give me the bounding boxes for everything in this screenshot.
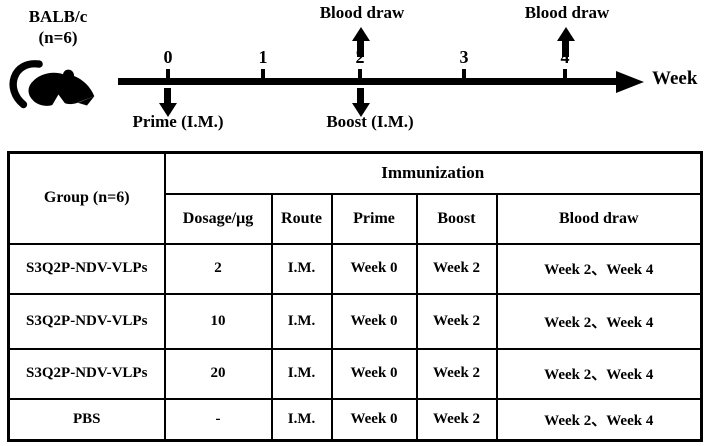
cell-boost: Week 2 bbox=[415, 242, 498, 295]
subject-strain: BALB/c bbox=[28, 7, 88, 26]
up-arrow-shaft bbox=[357, 40, 364, 57]
table-row: S3Q2P-NDV-VLPs 20 I.M. Week 0 Week 2 Wee… bbox=[7, 347, 703, 400]
tick-label-1: 1 bbox=[258, 47, 268, 67]
cell-prime: Week 0 bbox=[330, 292, 418, 350]
tick-label-0: 0 bbox=[163, 47, 173, 67]
cell-dosage: - bbox=[163, 397, 273, 442]
tick-week-3 bbox=[462, 69, 466, 78]
cell-group: S3Q2P-NDV-VLPs bbox=[7, 242, 166, 295]
up-arrow-icon bbox=[557, 27, 575, 41]
boost-label: Boost (I.M.) bbox=[326, 112, 414, 131]
cell-route: I.M. bbox=[270, 292, 333, 350]
tick-label-2: 2 bbox=[355, 47, 365, 67]
tick-week-0 bbox=[166, 69, 170, 78]
cell-dosage: 2 bbox=[163, 242, 273, 295]
mouse-icon bbox=[9, 60, 95, 109]
blood-draw-label-week2: Blood draw bbox=[319, 3, 405, 22]
cell-route: I.M. bbox=[270, 397, 333, 442]
col-header-boost: Boost bbox=[415, 192, 498, 245]
cell-blood-draw: Week 2、Week 4 bbox=[495, 347, 703, 400]
down-arrow-icon bbox=[352, 103, 370, 117]
down-arrow-shaft bbox=[357, 88, 364, 103]
table-header-row-1: Group (n=6) Immunization bbox=[7, 151, 703, 245]
subject-count: (n=6) bbox=[38, 28, 78, 48]
cell-blood-draw: Week 2、Week 4 bbox=[495, 292, 703, 350]
cell-dosage: 20 bbox=[163, 347, 273, 400]
table-row: PBS - I.M. Week 0 Week 2 Week 2、Week 4 bbox=[7, 397, 703, 442]
cell-route: I.M. bbox=[270, 242, 333, 295]
cell-group: S3Q2P-NDV-VLPs bbox=[7, 292, 166, 350]
cell-boost: Week 2 bbox=[415, 397, 498, 442]
cell-group: S3Q2P-NDV-VLPs bbox=[7, 347, 166, 400]
cell-dosage: 10 bbox=[163, 292, 273, 350]
col-header-dosage: Dosage/μg bbox=[163, 192, 273, 245]
down-arrow-icon bbox=[159, 103, 177, 117]
timeline-arrowhead-icon bbox=[616, 71, 644, 93]
cell-prime: Week 0 bbox=[330, 347, 418, 400]
cell-blood-draw: Week 2、Week 4 bbox=[495, 242, 703, 295]
blood-draw-label-week4: Blood draw bbox=[524, 3, 610, 22]
table-row: S3Q2P-NDV-VLPs 10 I.M. Week 0 Week 2 Wee… bbox=[7, 292, 703, 350]
col-header-blood-draw: Blood draw bbox=[495, 192, 703, 245]
cell-boost: Week 2 bbox=[415, 292, 498, 350]
table-header-row-2: Dosage/μg Route Prime Boost Blood draw bbox=[9, 192, 703, 245]
cell-group: PBS bbox=[7, 397, 166, 442]
col-header-prime: Prime bbox=[330, 192, 418, 245]
cell-boost: Week 2 bbox=[415, 347, 498, 400]
cell-prime: Week 0 bbox=[330, 242, 418, 295]
down-arrow-shaft bbox=[164, 88, 171, 103]
timeline-axis bbox=[118, 78, 618, 85]
cell-route: I.M. bbox=[270, 347, 333, 400]
table-row: S3Q2P-NDV-VLPs 2 I.M. Week 0 Week 2 Week… bbox=[7, 242, 703, 295]
tick-week-1 bbox=[261, 69, 265, 78]
immunization-header-cell: Immunization bbox=[163, 151, 703, 195]
cell-prime: Week 0 bbox=[330, 397, 418, 442]
tick-label-4: 4 bbox=[560, 47, 570, 67]
tick-week-4 bbox=[563, 69, 567, 78]
tick-week-2 bbox=[358, 69, 362, 78]
col-header-route: Route bbox=[270, 192, 333, 245]
week-axis-label: Week bbox=[652, 68, 698, 89]
tick-label-3: 3 bbox=[459, 47, 469, 67]
subject-label: BALB/c (n=6) bbox=[12, 6, 104, 49]
immunization-table: Group (n=6) Immunization Dosage/μg Route… bbox=[7, 151, 704, 442]
prime-label: Prime (I.M.) bbox=[132, 112, 224, 131]
up-arrow-shaft bbox=[562, 40, 569, 57]
cell-blood-draw: Week 2、Week 4 bbox=[495, 397, 703, 442]
up-arrow-icon bbox=[352, 27, 370, 41]
group-header-cell: Group (n=6) bbox=[7, 151, 166, 245]
